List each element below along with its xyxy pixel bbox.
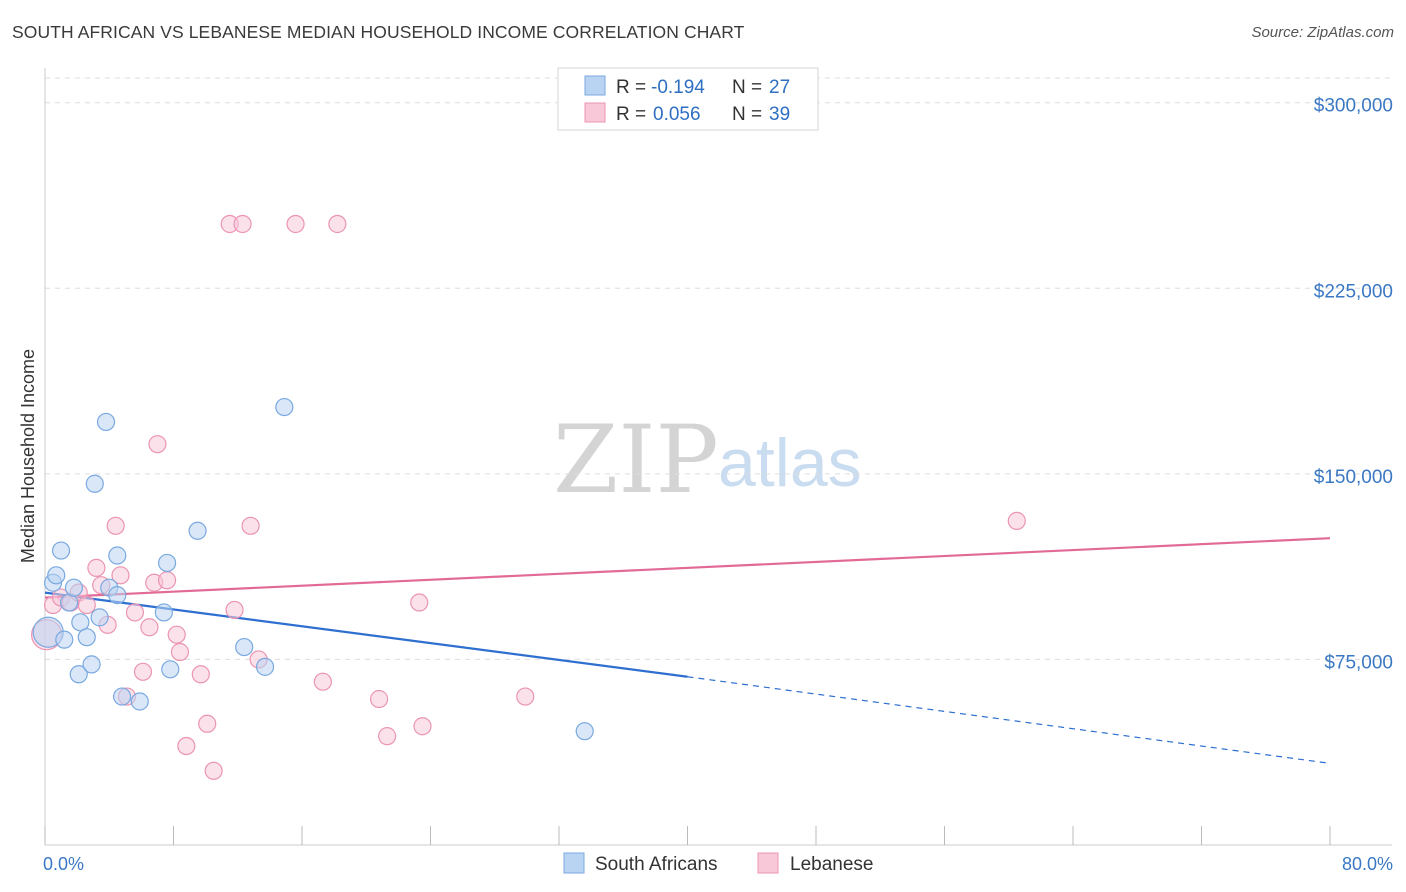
- legend-swatch-pink: [584, 102, 606, 123]
- legend-n-label-1: N =: [732, 77, 762, 98]
- south-africans-point: [275, 397, 294, 417]
- watermark-atlas: atlas: [718, 425, 862, 501]
- lebanese-point: [516, 687, 535, 706]
- y-tick-labels: $75,000 $150,000 $225,000 $300,000: [1314, 96, 1393, 674]
- y-tick-label: $300,000: [1314, 96, 1393, 117]
- legend-r-label-1: R =: [616, 77, 646, 98]
- south-africans-point: [112, 687, 132, 706]
- y-tick-label: $150,000: [1314, 467, 1393, 488]
- gridlines: [45, 77, 1392, 660]
- south-africans-point: [188, 521, 207, 540]
- lebanese-point: [106, 516, 125, 535]
- south-africans-point: [235, 637, 254, 657]
- legend-n-value-2: 39: [769, 104, 790, 125]
- lebanese-point: [191, 665, 210, 684]
- lebanese-point: [1007, 511, 1026, 530]
- lebanese-point: [286, 214, 305, 234]
- y-tick-label: $225,000: [1314, 281, 1393, 302]
- south-africans-point: [69, 665, 88, 684]
- legend-swatch-blue: [584, 75, 606, 96]
- south-africans-point: [85, 474, 104, 493]
- series-legend: South Africans Lebanese: [563, 852, 873, 875]
- lebanese-point: [77, 595, 96, 615]
- legend-n-value-1: 27: [769, 77, 790, 98]
- south-africans-trend-extension: [687, 676, 1331, 764]
- lebanese-point: [328, 214, 347, 234]
- south-africans-point: [77, 628, 96, 647]
- watermark-zip: ZIP: [553, 406, 719, 515]
- series-swatch-south-africans: [563, 852, 585, 874]
- south-africans-point: [108, 586, 127, 605]
- south-africans-point: [82, 655, 101, 674]
- south-africans-point: [47, 566, 66, 585]
- y-tick-label: $75,000: [1324, 652, 1393, 673]
- lebanese-point: [370, 689, 389, 709]
- trend-lines: [44, 537, 1331, 764]
- chart-title: SOUTH AFRICAN VS LEBANESE MEDIAN HOUSEHO…: [12, 22, 745, 42]
- lebanese-point: [170, 642, 190, 662]
- lebanese-point: [313, 672, 332, 691]
- lebanese-point: [233, 214, 252, 234]
- source-credit: Source: ZipAtlas.com: [1251, 24, 1394, 41]
- x-tick-label-max: 80.0%: [1342, 854, 1393, 874]
- lebanese-point: [177, 736, 196, 756]
- lebanese-point: [225, 600, 244, 620]
- lebanese-point: [413, 717, 432, 736]
- lebanese-trend-line: [44, 537, 1331, 599]
- south-africans-point: [90, 608, 109, 627]
- south-africans-point: [55, 630, 74, 649]
- south-africans-point: [96, 412, 116, 432]
- x-tick-label-min: 0.0%: [43, 854, 84, 874]
- series-swatch-lebanese: [757, 852, 779, 874]
- lebanese-point: [410, 593, 429, 612]
- south-africans-point: [575, 722, 594, 741]
- data-points: [31, 214, 1026, 780]
- lebanese-point: [125, 603, 145, 622]
- lebanese-point: [87, 558, 106, 577]
- lebanese-point: [157, 571, 177, 590]
- lebanese-point: [133, 662, 153, 681]
- south-africans-point: [154, 603, 173, 622]
- series-label-south-africans: South Africans: [595, 854, 718, 875]
- legend-r-label-2: R =: [616, 104, 646, 125]
- legend-r-value-2: 0.056: [653, 104, 701, 125]
- south-africans-point: [157, 553, 177, 573]
- south-africans-point: [64, 578, 84, 597]
- lebanese-point: [378, 727, 397, 746]
- south-africans-point: [108, 546, 127, 565]
- south-africans-point: [161, 660, 180, 679]
- y-axis-label: Median Household Income: [18, 349, 38, 563]
- south-africans-point: [130, 692, 149, 711]
- south-africans-point: [51, 541, 71, 560]
- south-africans-trend-line: [44, 591, 688, 678]
- south-africans-point: [255, 657, 275, 676]
- lebanese-point: [241, 516, 260, 535]
- legend-r-value-1: -0.194: [651, 77, 705, 98]
- lebanese-point: [167, 625, 186, 644]
- lebanese-point: [148, 435, 167, 454]
- lebanese-point: [204, 761, 223, 780]
- lebanese-point: [140, 618, 159, 637]
- series-label-lebanese: Lebanese: [790, 854, 873, 875]
- lebanese-point: [111, 566, 130, 585]
- stats-legend: R = -0.194 N = 27 R = 0.056 N = 39: [557, 67, 819, 131]
- lebanese-point: [198, 714, 217, 733]
- axes: [44, 68, 1392, 846]
- legend-n-label-2: N =: [732, 104, 762, 125]
